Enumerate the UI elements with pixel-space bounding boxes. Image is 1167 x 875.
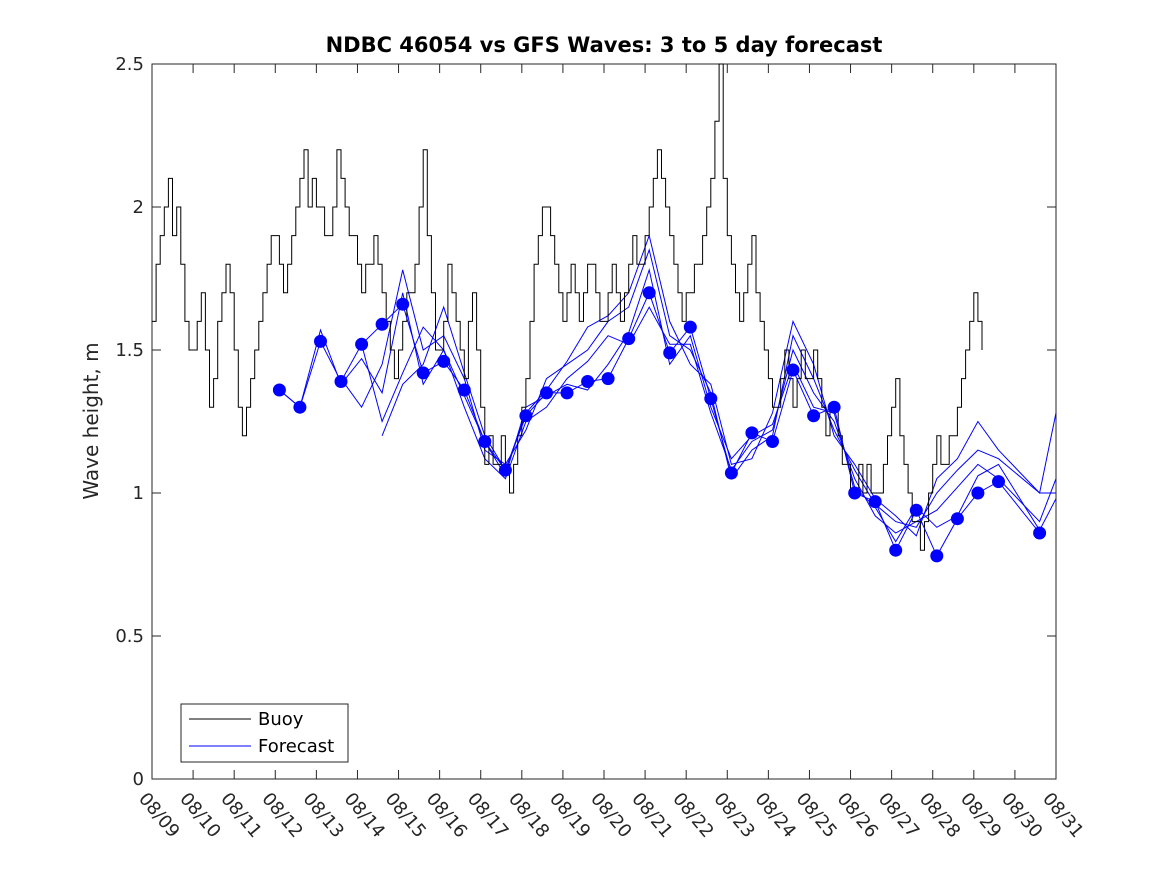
forecast-point bbox=[519, 409, 533, 423]
forecast-point bbox=[807, 409, 821, 423]
y-tick-label: 0.5 bbox=[115, 626, 144, 647]
plot-area bbox=[151, 63, 1057, 780]
y-axis-label: Wave height, m bbox=[79, 342, 103, 499]
forecast-point bbox=[745, 426, 759, 440]
forecast-point bbox=[868, 495, 882, 509]
y-tick-label: 2.5 bbox=[115, 54, 144, 75]
forecast-ensemble-line bbox=[381, 233, 1056, 537]
series-layer bbox=[152, 63, 1057, 563]
forecast-point bbox=[642, 286, 656, 300]
forecast-point bbox=[683, 320, 697, 334]
chart-title: NDBC 46054 vs GFS Waves: 3 to 5 day fore… bbox=[326, 33, 883, 57]
y-axis-ticks: 0 0.5 1 1.5 2 2.5 bbox=[115, 54, 1056, 790]
forecast-point bbox=[889, 543, 903, 557]
forecast-point bbox=[478, 435, 492, 448]
legend: Buoy Forecast bbox=[180, 703, 349, 763]
forecast-point bbox=[560, 386, 574, 400]
forecast-point bbox=[375, 317, 389, 331]
forecast-point bbox=[930, 549, 944, 563]
y-tick-label: 1.5 bbox=[115, 340, 144, 361]
forecast-point bbox=[992, 475, 1005, 489]
forecast-point bbox=[827, 400, 841, 414]
forecast-point bbox=[314, 334, 327, 348]
forecast-point bbox=[334, 375, 348, 388]
y-tick-label: 2 bbox=[133, 197, 144, 218]
forecast-point bbox=[581, 375, 595, 388]
forecast-point bbox=[457, 383, 471, 397]
forecast-point bbox=[950, 512, 964, 526]
legend-forecast-label: Forecast bbox=[258, 736, 334, 757]
forecast-point bbox=[766, 435, 779, 448]
forecast-point bbox=[396, 297, 410, 311]
forecast-point bbox=[498, 463, 512, 477]
forecast-point bbox=[909, 503, 923, 517]
forecast-point bbox=[437, 354, 451, 368]
forecast-point bbox=[848, 486, 862, 500]
forecast-point bbox=[704, 392, 718, 406]
forecast-point bbox=[540, 386, 553, 400]
legend-buoy-label: Buoy bbox=[258, 709, 304, 730]
forecast-point bbox=[272, 383, 286, 397]
forecast-point bbox=[1033, 526, 1047, 540]
forecast-point bbox=[663, 346, 677, 360]
forecast-point bbox=[355, 337, 369, 351]
y-tick-label: 1 bbox=[133, 483, 144, 504]
forecast-point bbox=[786, 363, 800, 377]
forecast-point bbox=[601, 372, 615, 386]
y-tick-label: 0 bbox=[133, 769, 144, 790]
forecast-ensemble-line bbox=[361, 306, 1057, 534]
forecast-point bbox=[971, 486, 985, 500]
forecast-point bbox=[724, 466, 738, 480]
legend-box bbox=[180, 703, 349, 763]
forecast-point bbox=[293, 400, 307, 414]
forecast-point bbox=[622, 332, 636, 346]
buoy-line bbox=[152, 63, 983, 551]
forecast-point bbox=[416, 366, 430, 380]
